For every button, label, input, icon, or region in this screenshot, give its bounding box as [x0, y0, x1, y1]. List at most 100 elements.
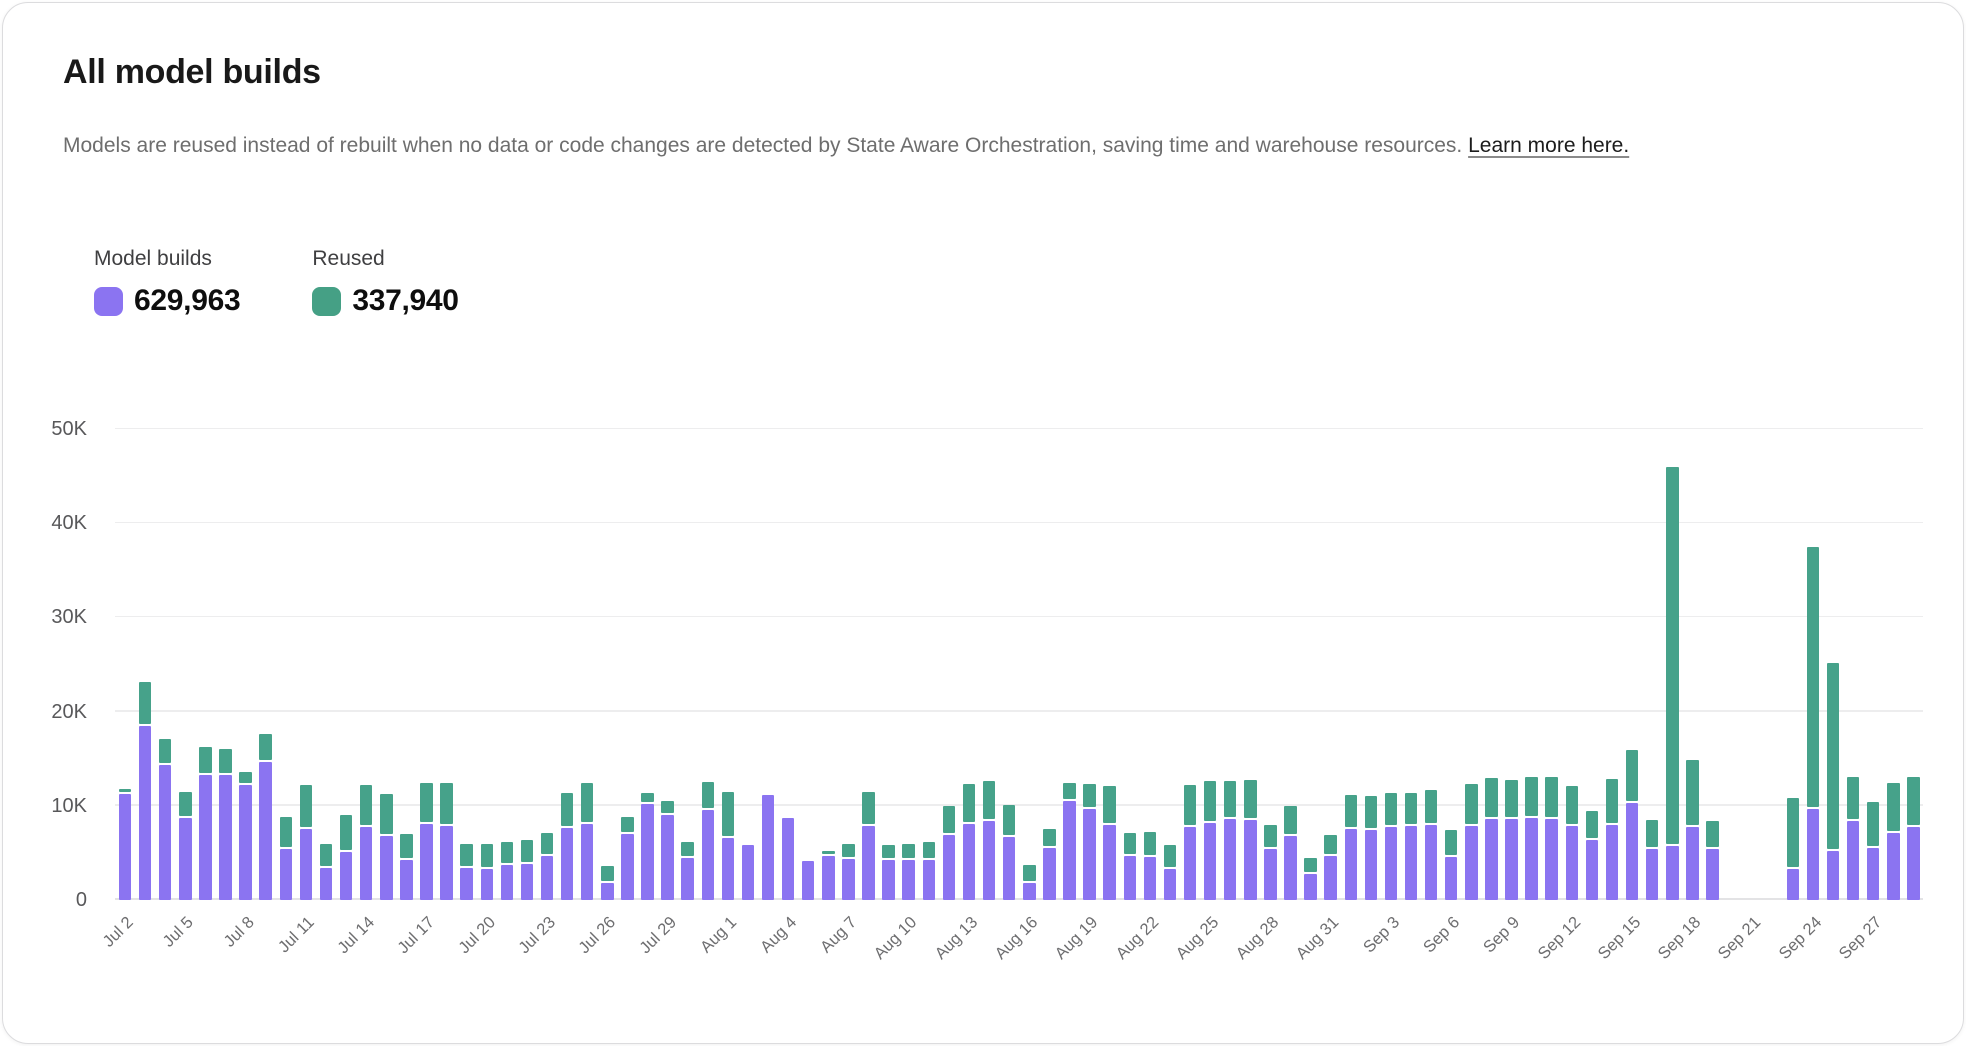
reused-bar [1625, 750, 1639, 801]
bar-slot-jul-11[interactable]: Jul 11 [275, 429, 318, 956]
bar-slot-jul-14[interactable]: Jul 14 [334, 429, 378, 957]
bar-slot-sep-27[interactable]: Sep 27 [1836, 429, 1885, 963]
model-builds-bar [1043, 848, 1056, 900]
bar-slot-aug-28[interactable]: Aug 28 [1233, 429, 1282, 963]
bar-slot-aug-15[interactable] [999, 429, 1019, 900]
bar-slot-aug-20[interactable] [1100, 429, 1120, 900]
bar-slot-jul-27[interactable] [617, 429, 637, 900]
bar-slot-jul-23[interactable]: Jul 23 [515, 429, 559, 957]
bar-slot-jul-31[interactable] [698, 429, 718, 900]
bar-slot-sep-11[interactable] [1542, 429, 1562, 900]
bar-slot-sep-2[interactable] [1361, 429, 1381, 900]
bar-slot-aug-23[interactable] [1160, 429, 1180, 900]
bar-slot-jul-21[interactable] [497, 429, 517, 900]
bar-slot-aug-22[interactable]: Aug 22 [1112, 429, 1162, 963]
bar-slot-jul-15[interactable] [376, 429, 396, 900]
bar-slot-jul-13[interactable] [336, 429, 356, 900]
bar-slot-jul-2[interactable]: Jul 2 [100, 429, 137, 951]
bar-slot-jul-6[interactable] [195, 429, 215, 900]
bar-slot-aug-17[interactable] [1039, 429, 1059, 900]
bar-slot-sep-5[interactable] [1421, 429, 1441, 900]
bar-slot-aug-25[interactable]: Aug 25 [1172, 429, 1222, 963]
bar-slot-aug-21[interactable] [1120, 429, 1140, 900]
bar-slot-sep-4[interactable] [1401, 429, 1421, 900]
bar-slot-sep-3[interactable]: Sep 3 [1360, 429, 1403, 957]
bar-slot-aug-24[interactable] [1180, 429, 1200, 900]
bar-slot-aug-12[interactable] [939, 429, 959, 900]
bar-slot-sep-14[interactable] [1602, 429, 1622, 900]
bar-slot-aug-27[interactable] [1240, 429, 1260, 900]
bar-slot-aug-6[interactable] [818, 429, 838, 900]
bar-slot-jul-24[interactable] [557, 429, 577, 900]
bar-slot-jul-16[interactable] [396, 429, 416, 900]
bar-slot-aug-14[interactable] [979, 429, 999, 900]
bar-slot-jul-20[interactable]: Jul 20 [455, 429, 499, 957]
bar-slot-jul-8[interactable]: Jul 8 [220, 429, 258, 951]
bar-slot-sep-9[interactable]: Sep 9 [1480, 429, 1524, 957]
x-axis-label: Sep 27 [1835, 913, 1886, 964]
bar-slot-sep-21[interactable]: Sep 21 [1715, 429, 1765, 963]
bar-slot-jul-3[interactable] [135, 429, 155, 900]
bar-slot-aug-18[interactable] [1059, 429, 1079, 900]
bar-slot-aug-30[interactable] [1301, 429, 1321, 900]
bar-slot-aug-19[interactable]: Aug 19 [1052, 429, 1102, 963]
model-builds-bar [1404, 825, 1418, 900]
model-builds-bar [460, 867, 473, 900]
bar-slot-sep-1[interactable] [1341, 429, 1361, 900]
bar-slot-sep-17[interactable] [1662, 429, 1682, 900]
bar-slot-aug-3[interactable] [758, 429, 778, 900]
x-axis-label: Jul 23 [515, 913, 560, 958]
bar-slot-aug-1[interactable]: Aug 1 [697, 429, 740, 957]
bar-slot-sep-26[interactable] [1843, 429, 1863, 900]
bar-slot-sep-8[interactable] [1481, 429, 1501, 900]
bar-slot-sep-12[interactable]: Sep 12 [1534, 429, 1584, 963]
bar-slot-sep-22[interactable] [1763, 429, 1783, 900]
model-builds-bar [1103, 824, 1116, 900]
bar-slot-aug-8[interactable] [858, 429, 878, 900]
bar-slot-jul-28[interactable] [637, 429, 657, 900]
bar-slot-aug-13[interactable]: Aug 13 [931, 429, 981, 963]
bar-slot-sep-20[interactable] [1723, 429, 1743, 900]
bar-slot-jul-12[interactable] [316, 429, 336, 900]
bar-slot-jul-17[interactable]: Jul 17 [395, 429, 438, 957]
bar-slot-jul-26[interactable]: Jul 26 [575, 429, 619, 957]
bar-slot-sep-10[interactable] [1522, 429, 1542, 900]
bar-slot-aug-4[interactable]: Aug 4 [757, 429, 800, 957]
reused-bar [1846, 777, 1860, 819]
bar-slot-sep-16[interactable] [1642, 429, 1662, 900]
x-axis-label: Jul 2 [99, 913, 138, 951]
bar-slot-sep-24[interactable]: Sep 24 [1775, 429, 1825, 963]
bar-slot-aug-29[interactable] [1280, 429, 1300, 900]
bar-slot-jul-22[interactable] [517, 429, 537, 900]
bar-slot-sep-13[interactable] [1582, 429, 1602, 900]
bar-slot-sep-7[interactable] [1461, 429, 1481, 900]
bar-slot-aug-2[interactable] [738, 429, 758, 900]
bar-slot-sep-6[interactable]: Sep 6 [1420, 429, 1463, 957]
bar-slot-aug-31[interactable]: Aug 31 [1293, 429, 1343, 963]
bar-slot-jul-18[interactable] [437, 429, 457, 900]
bar-slot-sep-25[interactable] [1823, 429, 1843, 900]
bar-slot-jul-30[interactable] [678, 429, 698, 900]
bar-slot-sep-29[interactable] [1903, 429, 1923, 900]
bar-slot-sep-18[interactable]: Sep 18 [1655, 429, 1704, 963]
bar-slot-jul-5[interactable]: Jul 5 [160, 429, 197, 951]
bar-slot-sep-28[interactable] [1883, 429, 1903, 900]
bar-slot-jul-25[interactable] [577, 429, 597, 900]
bar-slot-jul-9[interactable] [256, 429, 276, 900]
bar-slot-jul-4[interactable] [155, 429, 175, 900]
learn-more-link[interactable]: Learn more here. [1468, 134, 1630, 157]
bar-slot-sep-15[interactable]: Sep 15 [1594, 429, 1644, 963]
bar-slot-jul-19[interactable] [457, 429, 477, 900]
bar-slot-jul-7[interactable] [215, 429, 235, 900]
bar-slot-aug-9[interactable] [879, 429, 899, 900]
bar-slot-sep-23[interactable] [1783, 429, 1803, 900]
bar-slot-jul-29[interactable]: Jul 29 [636, 429, 680, 957]
bar-slot-aug-16[interactable]: Aug 16 [992, 429, 1041, 963]
bar-slot-sep-19[interactable] [1702, 429, 1722, 900]
bar-slot-aug-5[interactable] [798, 429, 818, 900]
bar-slot-aug-10[interactable]: Aug 10 [871, 429, 921, 963]
bar-slot-aug-26[interactable] [1220, 429, 1240, 900]
bar-slot-aug-11[interactable] [919, 429, 939, 900]
bar-slot-aug-7[interactable]: Aug 7 [817, 429, 860, 957]
bar-slot-jul-10[interactable] [276, 429, 296, 900]
